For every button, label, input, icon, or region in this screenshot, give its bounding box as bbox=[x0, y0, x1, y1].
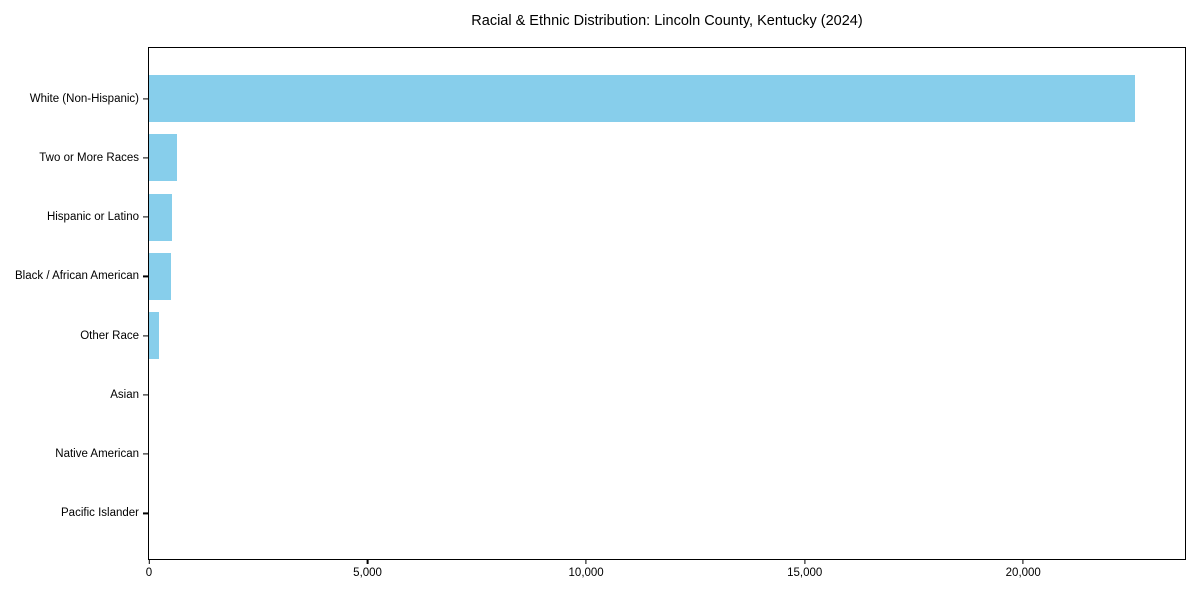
bar-row: Other Race bbox=[80, 306, 1185, 365]
bar bbox=[149, 134, 178, 182]
bar-row: Pacific Islander bbox=[61, 484, 1185, 543]
y-tick-mark bbox=[142, 394, 148, 396]
y-tick-label: Hispanic or Latino bbox=[46, 211, 139, 224]
x-tick-mark bbox=[585, 559, 587, 564]
x-tick: 5,000 bbox=[353, 559, 382, 579]
x-tick-label: 15,000 bbox=[787, 567, 823, 579]
y-tick-label: Asian bbox=[110, 388, 139, 401]
bar bbox=[149, 312, 160, 360]
x-axis: 0 5,000 10,000 15,000 20,000 bbox=[146, 559, 1185, 589]
bar bbox=[149, 75, 1135, 123]
x-tick: 10,000 bbox=[569, 559, 604, 579]
bar-row: Two or More Races bbox=[39, 128, 1185, 187]
y-tick-mark bbox=[142, 512, 148, 514]
y-tick-mark bbox=[142, 98, 148, 100]
y-tick-label: Other Race bbox=[80, 329, 139, 342]
y-tick-mark bbox=[142, 335, 148, 337]
x-tick-label: 5,000 bbox=[353, 567, 382, 579]
bar-rows-container: White (Non-Hispanic) Two or More Races His… bbox=[15, 48, 1185, 559]
x-tick-label: 10,000 bbox=[568, 567, 604, 579]
x-tick-mark bbox=[1022, 559, 1024, 564]
bar bbox=[149, 252, 171, 300]
x-tick: 0 bbox=[146, 559, 152, 579]
y-tick-label: Two or More Races bbox=[39, 151, 139, 164]
bar-row: Native American bbox=[55, 425, 1185, 484]
plot-area: White (Non-Hispanic) Two or More Races His… bbox=[15, 47, 1186, 579]
y-tick-mark bbox=[142, 157, 148, 159]
y-tick-label: Pacific Islander bbox=[61, 507, 139, 520]
x-tick-mark bbox=[804, 559, 806, 564]
y-tick-mark bbox=[142, 216, 148, 218]
bar-row: Black / African American bbox=[15, 247, 1185, 306]
y-tick-mark bbox=[142, 275, 148, 277]
bar-row: White (Non-Hispanic) bbox=[30, 69, 1185, 128]
x-tick-mark bbox=[366, 559, 369, 564]
y-tick-mark bbox=[142, 453, 148, 455]
x-tick-mark bbox=[148, 559, 150, 564]
bar-row: Asian bbox=[110, 365, 1185, 424]
bar bbox=[149, 193, 172, 241]
bar-row: Hispanic or Latino bbox=[47, 188, 1185, 247]
chart-title: Racial & Ethnic Distribution: Lincoln Co… bbox=[471, 13, 863, 29]
x-tick: 20,000 bbox=[1006, 559, 1041, 579]
x-tick: 15,000 bbox=[787, 559, 822, 579]
y-tick-label: Native American bbox=[55, 448, 139, 461]
y-tick-label: White (Non-Hispanic) bbox=[29, 92, 139, 105]
x-tick-label: 0 bbox=[145, 567, 153, 579]
x-tick-label: 20,000 bbox=[1005, 567, 1041, 579]
y-tick-label: Black / African American bbox=[15, 270, 139, 283]
